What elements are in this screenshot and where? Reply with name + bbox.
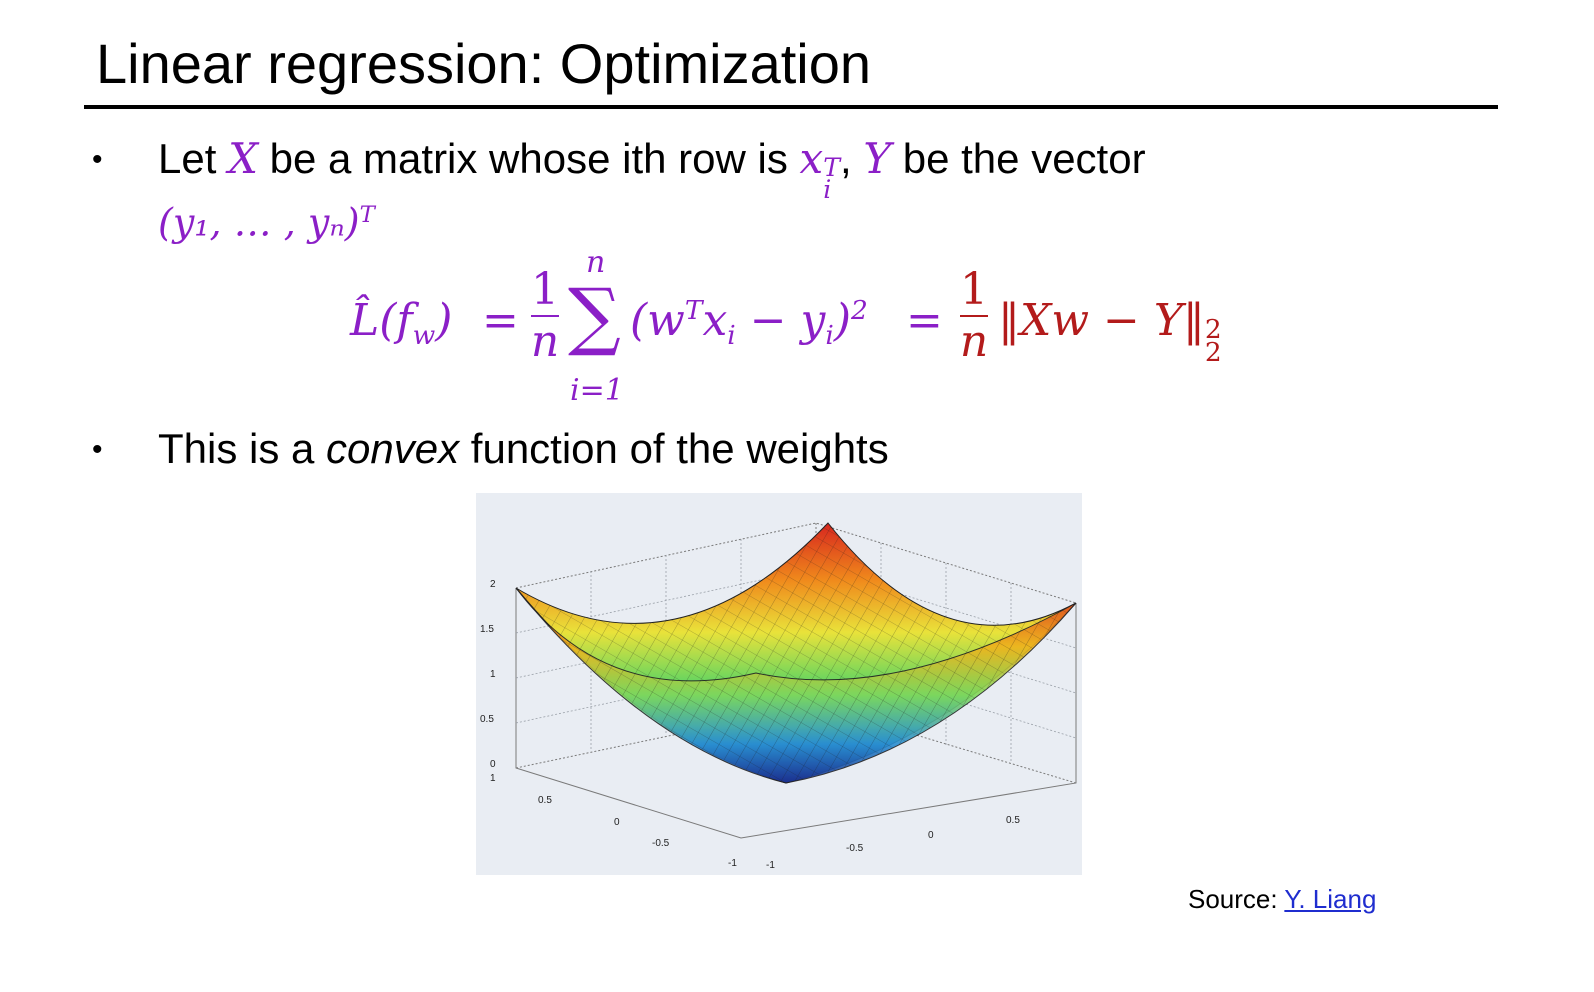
bullet-1-text-a: Let [158, 135, 229, 182]
x-index: i [823, 175, 832, 205]
x-tick: 1 [490, 773, 496, 784]
bullet-2-marker: • [92, 433, 103, 466]
y-tick: 0 [928, 830, 934, 841]
body-minus-y: − y [735, 295, 826, 346]
lhs-sub-w: w [412, 320, 436, 352]
fraction-1-denominator: n [530, 316, 560, 367]
fraction-2-numerator: 1 [960, 264, 988, 315]
body-close: ) [833, 295, 852, 346]
surface-plot-svg: 2 1.5 1 0.5 0 1 0.5 0 -0.5 -1 -1 -0.5 0 … [480, 522, 1077, 871]
plot-axes-box [515, 522, 1077, 839]
x-axis-ticks: 1 0.5 0 -0.5 -1 [490, 773, 737, 869]
z-tick: 1 [490, 669, 496, 680]
source-label: Source: [1188, 884, 1285, 914]
fraction-1-bar [531, 315, 559, 317]
norm-square: 2 [1204, 313, 1222, 345]
formula-lhs: L̂(fw) [350, 295, 452, 351]
source-credit: Source: Y. Liang [1188, 884, 1376, 914]
x-symbol: x [799, 134, 824, 183]
lhs-loss: L̂(f [350, 295, 413, 346]
norm-l2: 2 [1204, 337, 1222, 369]
fraction-1-numerator: 1 [531, 264, 559, 315]
body-open: (w [630, 295, 685, 346]
equals-2: = [906, 295, 943, 346]
y-tick: -0.5 [846, 843, 864, 854]
body-square: 2 [851, 295, 868, 327]
title-divider [84, 105, 1498, 109]
bullet-1-text-c: , [840, 135, 864, 182]
z-tick: 2 [490, 579, 496, 590]
y-tick: -1 [766, 860, 775, 871]
z-tick: 0.5 [480, 714, 494, 725]
equals-1: = [482, 295, 519, 346]
lhs-close: ) [435, 295, 453, 346]
x-tick: -0.5 [652, 838, 670, 849]
convex-surface-plot: 2 1.5 1 0.5 0 1 0.5 0 -0.5 -1 -1 -0.5 0 … [476, 493, 1082, 875]
sum-upper-limit: n [586, 245, 606, 280]
body-x-index: i [727, 320, 736, 352]
y-vector: (y₁, … , yₙ) [158, 200, 360, 245]
x-tick: 0.5 [538, 795, 552, 806]
fraction-1: 1 n [525, 267, 565, 365]
body-transpose: T [684, 295, 703, 327]
bullet-1-text-b: be a matrix whose ith row is [257, 135, 800, 182]
surface-mesh-front [516, 588, 1076, 783]
norm-expression: ‖Xw − Y‖ 2 2 [998, 295, 1222, 369]
y-tick: 0.5 [1006, 815, 1020, 826]
z-tick: 0 [490, 759, 496, 770]
bullet-1-marker: • [92, 143, 103, 176]
sum-body: (wTxi − yi)2 [630, 295, 868, 351]
slide-title: Linear regression: Optimization [96, 32, 872, 95]
body-x: x [702, 295, 728, 346]
source-link[interactable]: Y. Liang [1284, 884, 1377, 914]
y-vector-transpose: T [359, 202, 375, 228]
sum-lower-limit: i=1 [570, 373, 624, 408]
bullet-1-text-d: be the vector [891, 135, 1146, 182]
fraction-2-bar [960, 315, 988, 317]
x-transpose: T [823, 152, 840, 182]
matrix-x-symbol: X [228, 134, 258, 183]
summation-symbol: ∑ [568, 273, 621, 359]
x-tick: -1 [728, 858, 737, 869]
norm-body: ‖Xw − Y‖ [998, 295, 1205, 346]
z-axis-ticks: 2 1.5 1 0.5 0 [480, 579, 496, 770]
y-axis-ticks: -1 -0.5 0 0.5 [766, 815, 1020, 871]
bullet-2-text-a: This is a [158, 425, 327, 472]
x-tick: 0 [614, 817, 620, 828]
z-tick: 1.5 [480, 624, 494, 635]
convex-emphasis: convex [326, 425, 460, 472]
fraction-2: 1 n [954, 267, 994, 365]
bullet-2-text-b: function of the weights [459, 425, 889, 472]
vector-y-symbol: Y [863, 134, 892, 183]
y-vector-expression: (y₁, … , yₙ)T [158, 190, 375, 248]
loss-formula: L̂(fw) = 1 n n ∑ i=1 (wTxi − yi)2 = 1 n … [350, 245, 1250, 410]
bullet-2-text: This is a convex function of the weights [158, 424, 889, 474]
body-y-index: i [825, 320, 834, 352]
fraction-2-denominator: n [959, 316, 989, 367]
